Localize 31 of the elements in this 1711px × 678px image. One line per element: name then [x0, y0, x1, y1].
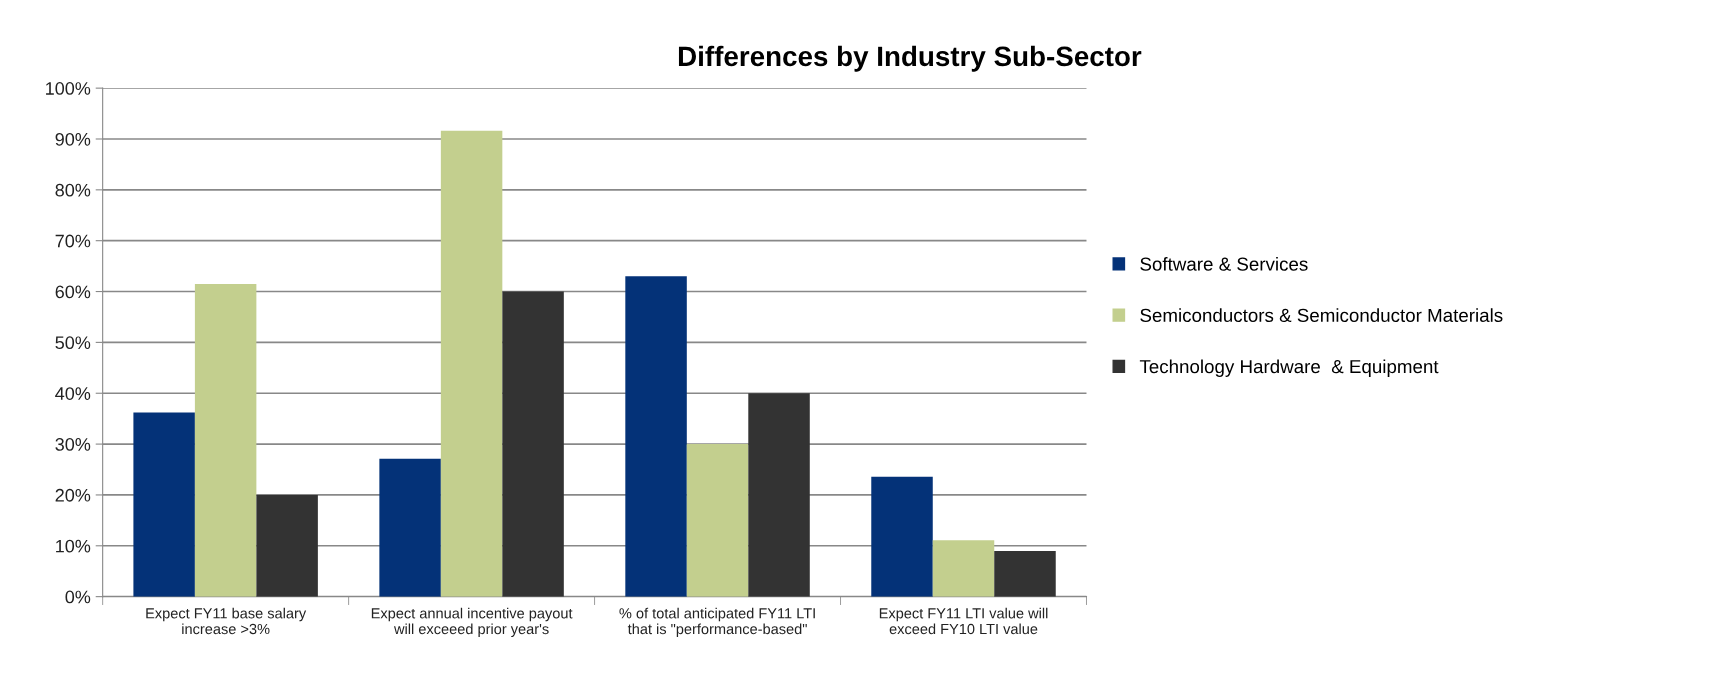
bar: [871, 476, 933, 597]
y-tick-label: 40%: [55, 387, 91, 400]
x-tick-label: % of total anticipated FY11 LTI that is "performance-based": [619, 607, 815, 638]
x-tick-label: Expect FY11 base salary increase >3%: [146, 607, 307, 635]
bar: [932, 540, 995, 597]
bar: [748, 393, 810, 597]
chart-title: Differences by Industry Sub-Sector: [678, 45, 1142, 72]
x-tick-label: Expect annual incentive payout will exceeed prior year's: [371, 607, 573, 638]
y-tick-label: 10%: [56, 539, 91, 553]
y-tick-label: 100%: [46, 82, 91, 95]
legend-label: Software & Services: [1140, 257, 1308, 271]
y-tick-label: 70%: [55, 234, 91, 248]
bar: [994, 550, 1056, 597]
y-tick-label: 0%: [65, 590, 91, 604]
legend-label: Semiconductors & Semiconductor Materials: [1140, 308, 1503, 322]
bar: [440, 130, 503, 597]
y-tick-label: 90%: [55, 132, 91, 146]
y-tick-label: 30%: [55, 438, 91, 451]
y-tick-label: 20%: [55, 488, 91, 502]
bar: [133, 412, 195, 597]
x-tick-label: Expect FY11 LTI value will exceed FY10 LTI value: [879, 607, 1048, 635]
y-tick-label: 50%: [55, 336, 91, 350]
legend-label: Technology Hardware & Equipment: [1139, 359, 1439, 377]
bar: [502, 291, 564, 597]
bar: [686, 444, 749, 597]
bar: [194, 283, 257, 597]
bar: [379, 458, 441, 597]
y-tick-label: 80%: [55, 183, 91, 197]
bar: [625, 276, 687, 597]
y-tick-label: 60%: [55, 285, 91, 299]
bar: [256, 494, 318, 597]
